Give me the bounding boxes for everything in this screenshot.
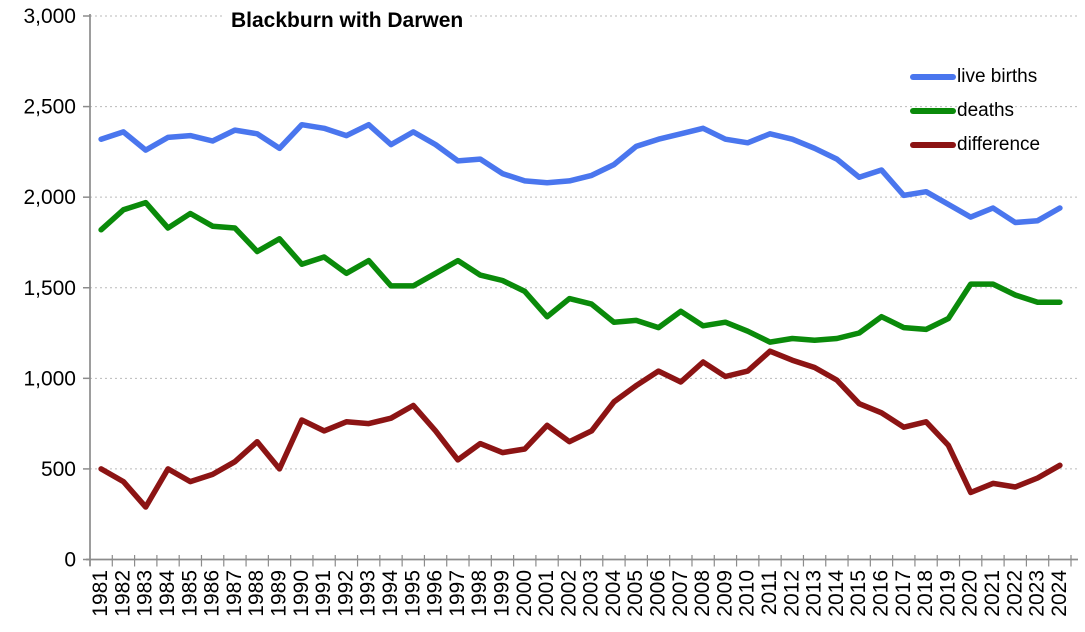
legend-label-live-births: live births (957, 65, 1038, 87)
x-tick-label: 2011 (758, 570, 781, 615)
x-tick-label: 2008 (691, 570, 714, 617)
x-tick-label: 2013 (803, 570, 826, 617)
legend-item-live-births: live births (910, 66, 1040, 87)
x-tick-label: 1998 (468, 570, 491, 617)
x-tick-label: 2010 (736, 570, 759, 617)
x-tick-label: 2018 (914, 570, 937, 617)
legend-label-difference: difference (957, 133, 1041, 155)
y-tick-label: 3,000 (23, 5, 76, 28)
legend-item-difference: difference (910, 134, 1040, 155)
x-tick-label: 2001 (535, 570, 558, 617)
x-tick-label: 1986 (201, 570, 224, 617)
legend-swatch-live-births (910, 73, 956, 80)
x-tick-label: 2006 (647, 570, 670, 617)
x-tick-label: 2012 (780, 570, 803, 617)
x-tick-label: 1987 (223, 570, 246, 617)
x-tick-label: 1990 (290, 570, 313, 617)
x-tick-label: 1988 (245, 570, 268, 617)
x-tick-label: 2000 (513, 570, 536, 617)
series-deaths (98, 199, 1063, 345)
legend-swatch-difference (910, 141, 956, 148)
x-tick-label: 2014 (825, 570, 848, 617)
legend-swatch-deaths (910, 107, 956, 114)
x-tick-label: 1989 (268, 570, 291, 617)
x-tick-label: 2002 (557, 570, 580, 617)
x-tick-label: 2016 (870, 570, 893, 617)
x-tick-label: 2023 (1026, 570, 1049, 617)
x-tick-label: 1982 (111, 570, 134, 617)
x-tick-label: 2007 (669, 570, 692, 617)
x-tick-label: 1984 (156, 570, 179, 617)
y-tick-label: 2,500 (23, 96, 76, 119)
x-tick-label: 1983 (134, 570, 157, 617)
x-tick-label: 2021 (981, 570, 1004, 617)
legend-label-deaths: deaths (957, 99, 1015, 121)
y-tick-label: 1,000 (23, 367, 76, 390)
y-tick-label: 1,500 (23, 277, 76, 300)
x-tick-label: 1994 (379, 570, 402, 617)
x-tick-label: 2004 (602, 570, 625, 617)
series-difference (98, 348, 1063, 510)
chart-title: Blackburn with Darwen (224, 8, 471, 34)
x-tick-label: 1981 (89, 570, 112, 617)
y-tick-label: 500 (41, 458, 76, 481)
x-tick-label: 2020 (959, 570, 982, 617)
x-tick-label: 1985 (178, 570, 201, 617)
y-tick-label: 0 (64, 549, 76, 572)
x-tick-label: 2009 (713, 570, 736, 617)
series-live-births (98, 121, 1063, 226)
x-tick-label: 1991 (312, 570, 335, 617)
x-tick-label: 1993 (357, 570, 380, 617)
chart-legend: live births deaths difference (910, 66, 1040, 155)
x-tick-label: 2017 (892, 570, 915, 617)
legend-item-deaths: deaths (910, 100, 1040, 121)
x-tick-label: 2024 (1048, 570, 1071, 617)
x-tick-label: 2019 (936, 570, 959, 617)
x-tick-label: 2022 (1003, 570, 1026, 617)
x-tick-label: 1999 (491, 570, 514, 617)
x-tick-label: 2003 (580, 570, 603, 617)
x-tick-label: 1996 (424, 570, 447, 617)
x-tick-label: 1997 (446, 570, 469, 617)
y-tick-label: 2,000 (23, 186, 76, 209)
x-tick-label: 2005 (624, 570, 647, 617)
x-tick-label: 1992 (334, 570, 357, 617)
x-tick-label: 2015 (847, 570, 870, 617)
x-tick-label: 1995 (401, 570, 424, 617)
